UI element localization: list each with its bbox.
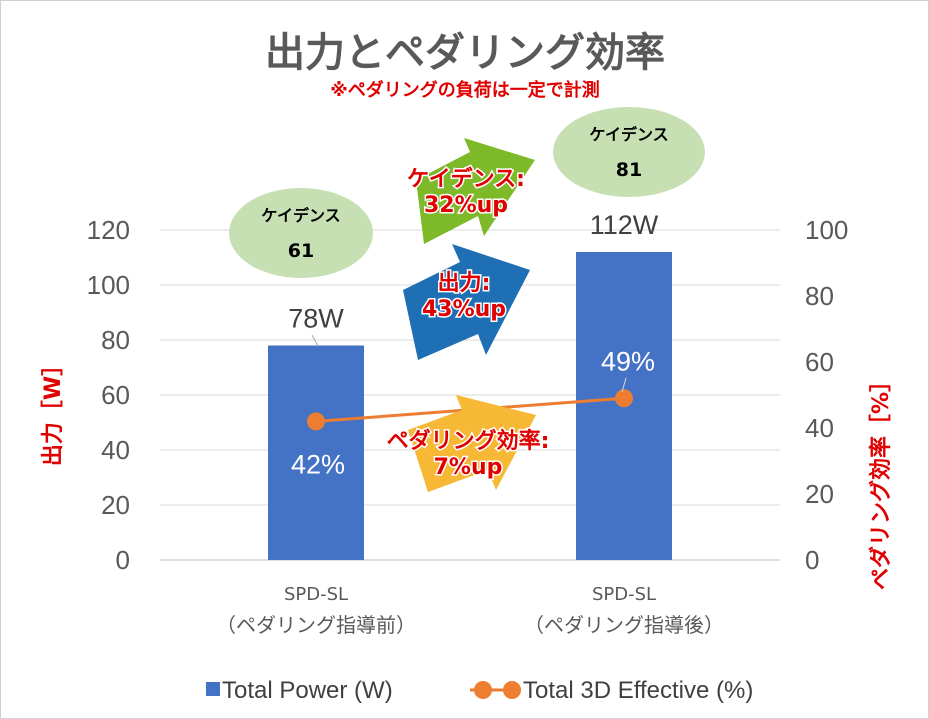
arrow-efficiency: ペダリング効率:7%up bbox=[385, 395, 551, 492]
arrow-label: ペダリング効率: bbox=[387, 428, 550, 454]
y-left-tick-label: 80 bbox=[101, 325, 130, 355]
chart-subtitle: ※ペダリングの負荷は一定で計測 bbox=[330, 79, 600, 101]
arrow-label: 32%up bbox=[424, 193, 508, 218]
y-right-tick-label: 40 bbox=[805, 413, 834, 443]
arrow-cadence: ケイデンス:32%up bbox=[406, 138, 535, 244]
line-point bbox=[307, 412, 325, 431]
legend-label-line: Total 3D Effective (%) bbox=[523, 677, 753, 704]
category-label: （ペダリング指導前） bbox=[216, 613, 416, 637]
y-left-tick-label: 0 bbox=[116, 545, 130, 575]
arrow-label: ケイデンス: bbox=[407, 166, 525, 192]
y-right-tick-label: 100 bbox=[805, 215, 848, 245]
y-left-tick-label: 100 bbox=[87, 270, 130, 300]
line-value-label: 42% bbox=[291, 449, 345, 479]
y-left-axis-label: 出力［W］ bbox=[40, 354, 66, 466]
y-right-tick-label: 20 bbox=[805, 479, 834, 509]
legend-swatch-bar bbox=[206, 682, 220, 696]
category-label: SPD-SL bbox=[592, 584, 656, 605]
arrow-shape bbox=[416, 138, 535, 244]
leader-line bbox=[621, 377, 627, 393]
legend-swatch-point bbox=[474, 681, 492, 699]
legend-label-bar: Total Power (W) bbox=[222, 677, 393, 704]
arrow-shape bbox=[408, 395, 536, 492]
y-left-tick-label: 20 bbox=[101, 490, 130, 520]
category-label: SPD-SL bbox=[284, 584, 348, 605]
bar bbox=[268, 345, 364, 560]
arrow-label: 出力: bbox=[438, 271, 491, 296]
cadence-bubble-shape bbox=[553, 107, 705, 197]
cadence-value: 81 bbox=[616, 159, 642, 181]
arrow-shape bbox=[403, 244, 530, 360]
arrow-label: 43%up bbox=[422, 297, 506, 322]
legend-swatch-point bbox=[503, 681, 521, 699]
arrow-label: 7%up bbox=[434, 455, 503, 480]
y-right-tick-label: 0 bbox=[805, 545, 819, 575]
cadence-value: 61 bbox=[288, 240, 314, 262]
arrow-power: 出力:43%up bbox=[403, 244, 530, 360]
legend: Total Power (W) Total 3D Effective (%) bbox=[206, 677, 753, 704]
cadence-bubble-shape bbox=[229, 188, 373, 278]
cadence-bubble-after: ケイデンス 81 bbox=[553, 107, 705, 197]
chart-title: 出力とペダリング効率 bbox=[265, 30, 665, 76]
y-right-tick-label: 80 bbox=[805, 281, 834, 311]
leader-line bbox=[311, 334, 319, 347]
line-value-label: 49% bbox=[601, 346, 655, 376]
line-point bbox=[615, 389, 633, 408]
y-left-tick-label: 60 bbox=[101, 380, 130, 410]
cadence-title: ケイデンス bbox=[261, 206, 340, 225]
cadence-title: ケイデンス bbox=[589, 125, 668, 144]
y-right-tick-label: 60 bbox=[805, 347, 834, 377]
category-label: （ペダリング指導後） bbox=[524, 613, 724, 637]
bar-value-label: 112W bbox=[590, 210, 659, 240]
y-left-tick-label: 40 bbox=[101, 435, 130, 465]
bar-value-label: 78W bbox=[288, 304, 344, 334]
cadence-bubble-before: ケイデンス 61 bbox=[229, 188, 373, 278]
y-left-tick-label: 120 bbox=[87, 215, 130, 245]
y-right-axis-label: ペダリング効率［%］ bbox=[868, 370, 894, 590]
